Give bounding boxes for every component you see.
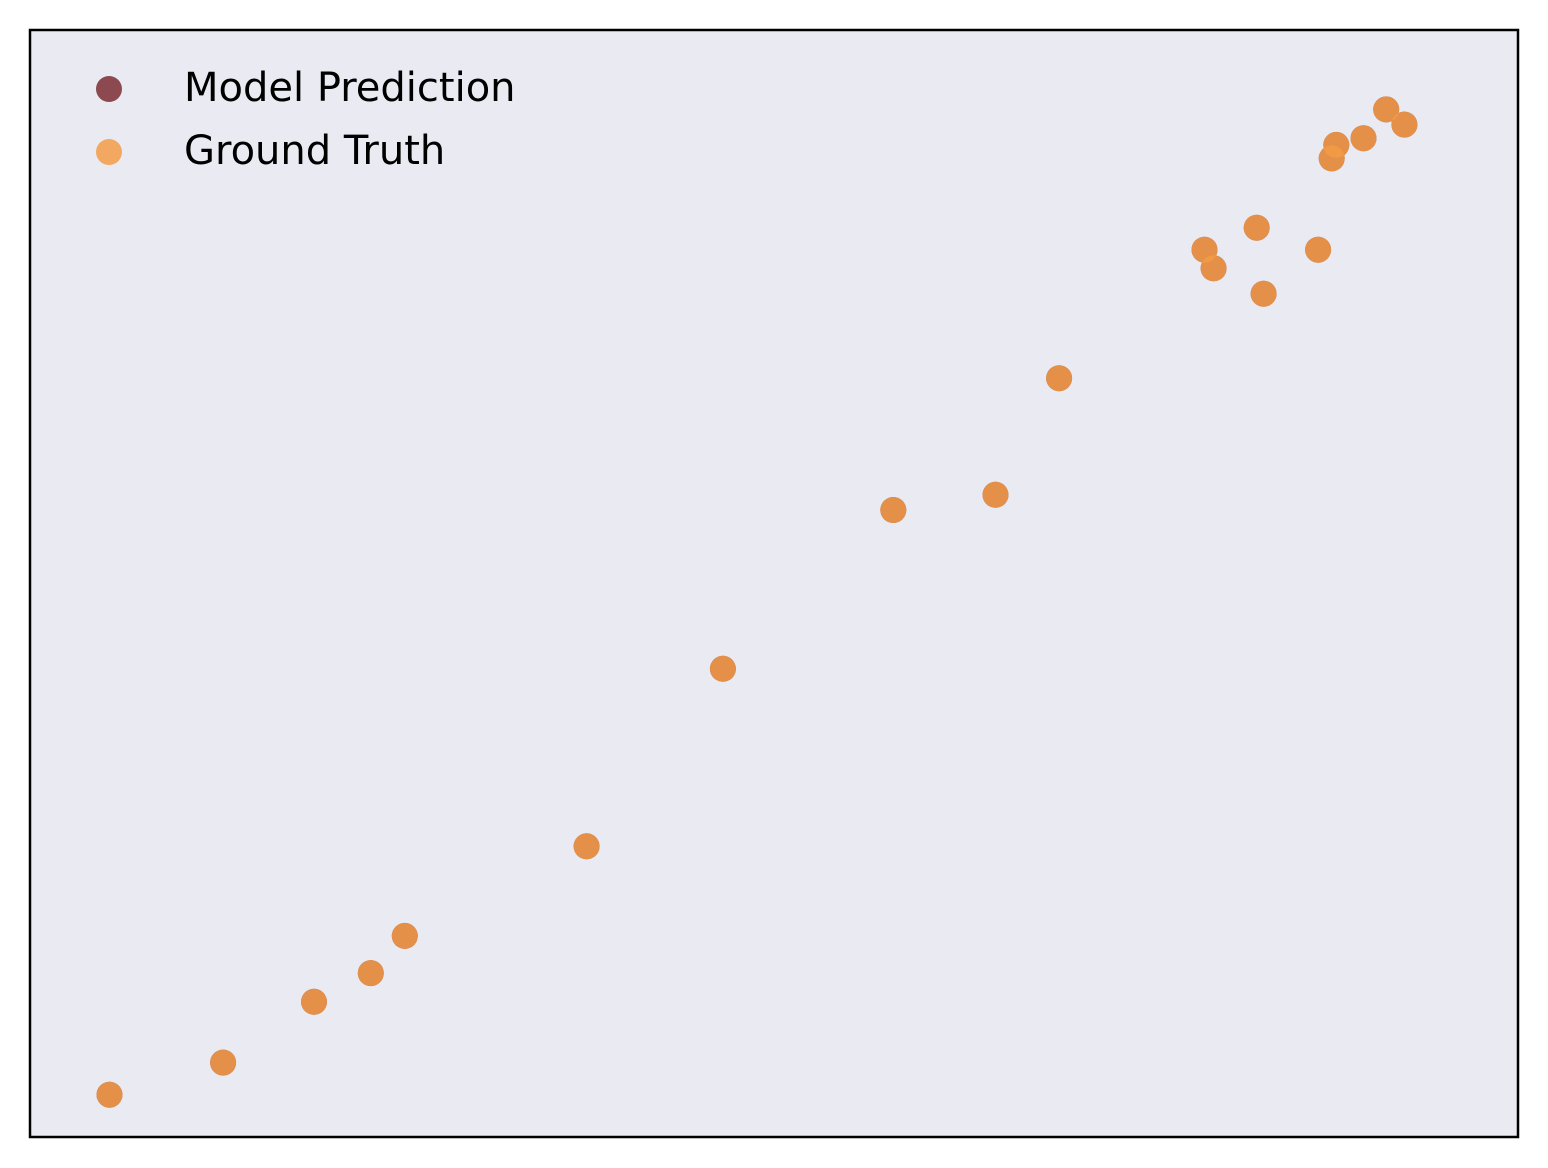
point-ground-truth-7 [880, 497, 907, 523]
point-ground-truth-17 [1350, 125, 1377, 152]
point-ground-truth-4 [391, 922, 418, 949]
point-ground-truth-3 [357, 960, 384, 987]
point-ground-truth-6 [709, 655, 736, 682]
point-ground-truth-1 [210, 1049, 237, 1076]
point-ground-truth-5 [573, 833, 600, 860]
legend-marker-ground-truth [96, 139, 122, 165]
point-ground-truth-19 [1391, 111, 1418, 138]
point-ground-truth-14 [1305, 236, 1332, 263]
point-ground-truth-8 [982, 481, 1009, 508]
point-ground-truth-13 [1250, 280, 1277, 307]
point-ground-truth-11 [1200, 255, 1227, 282]
legend-label-model-prediction: Model Prediction [184, 65, 516, 111]
points-layer [96, 96, 1418, 1108]
point-ground-truth-12 [1243, 214, 1270, 241]
point-ground-truth-0 [96, 1081, 123, 1108]
legend-marker-model-prediction [96, 76, 122, 102]
legend: Model Prediction Ground Truth [96, 65, 516, 174]
point-ground-truth-16 [1323, 131, 1350, 158]
plot-area [28, 28, 1520, 1139]
point-ground-truth-9 [1046, 365, 1073, 392]
point-ground-truth-18 [1373, 96, 1400, 123]
legend-label-ground-truth: Ground Truth [184, 128, 445, 174]
point-ground-truth-2 [301, 988, 327, 1015]
